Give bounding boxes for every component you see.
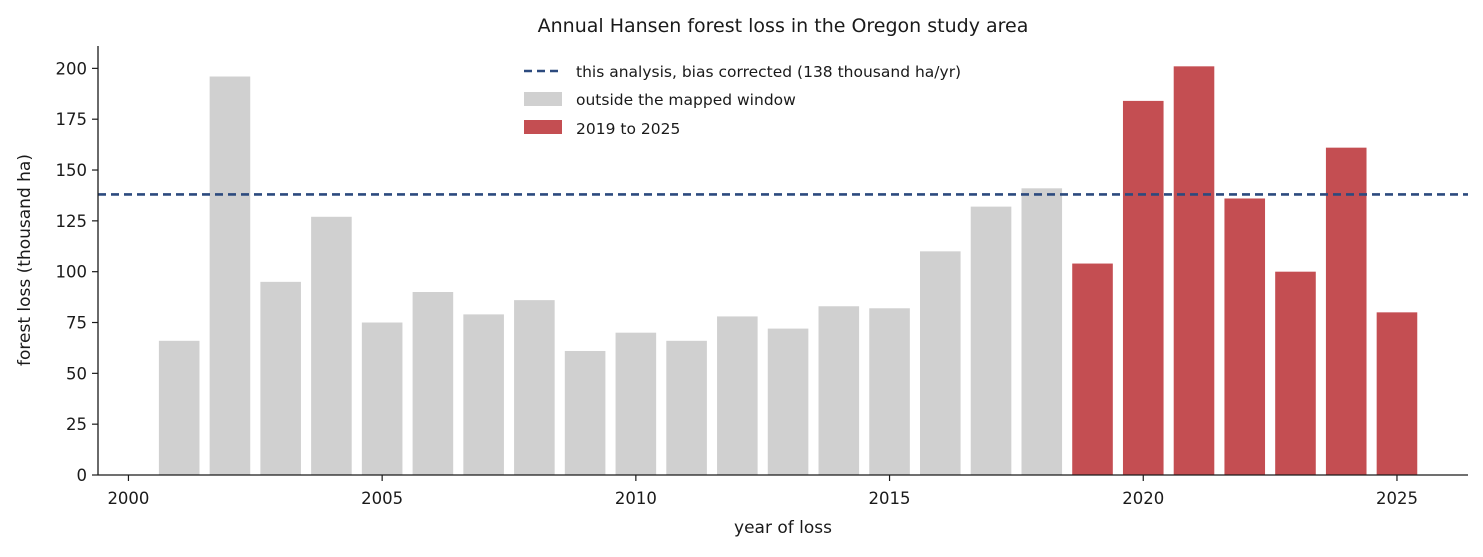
chart-title: Annual Hansen forest loss in the Oregon … <box>538 15 1029 37</box>
bar-2025 <box>1376 312 1418 475</box>
bar-2019 <box>1072 263 1113 475</box>
y-tick-label: 175 <box>56 110 88 129</box>
y-axis-label: forest loss (thousand ha) <box>15 154 35 366</box>
bar-2003 <box>260 281 301 475</box>
bar-2008 <box>514 300 555 475</box>
legend-swatch-outside <box>524 92 562 106</box>
x-tick-label: 2020 <box>1122 489 1164 508</box>
bar-2017 <box>970 206 1012 475</box>
y-tick-label: 0 <box>77 466 88 485</box>
y-tick-label: 75 <box>66 314 87 333</box>
bar-2016 <box>920 251 961 475</box>
bar-2022 <box>1224 198 1266 475</box>
bar-2014 <box>818 306 860 475</box>
bar-2020 <box>1122 100 1164 475</box>
legend: this analysis, bias corrected (138 thous… <box>524 63 961 138</box>
bar-2013 <box>767 328 809 475</box>
bar-2012 <box>717 316 758 475</box>
x-tick-label: 2005 <box>361 489 403 508</box>
y-axis-ticks: 0 25 50 75 100 125 150 175 200 <box>56 59 98 485</box>
legend-label-window: 2019 to 2025 <box>576 120 680 138</box>
bar-2021 <box>1173 66 1215 475</box>
y-tick-label: 25 <box>66 415 87 434</box>
bar-2007 <box>463 314 504 475</box>
y-tick-label: 125 <box>56 212 88 231</box>
bar-2015 <box>869 308 910 475</box>
legend-label-reference: this analysis, bias corrected (138 thous… <box>576 63 961 81</box>
bar-2018 <box>1021 188 1063 476</box>
x-axis-label: year of loss <box>734 518 832 538</box>
bar-2010 <box>615 332 657 475</box>
bar-2004 <box>311 216 352 475</box>
y-tick-label: 50 <box>66 364 87 383</box>
legend-label-outside: outside the mapped window <box>576 91 796 109</box>
x-tick-label: 2010 <box>615 489 657 508</box>
bar-2024 <box>1325 147 1367 476</box>
y-tick-label: 150 <box>56 161 88 180</box>
x-tick-label: 2000 <box>107 489 149 508</box>
x-axis-ticks: 2000 2005 2010 2015 2020 2025 <box>107 475 1418 508</box>
y-tick-label: 200 <box>56 59 88 78</box>
bar-2005 <box>361 322 403 475</box>
x-tick-label: 2015 <box>869 489 911 508</box>
bar-2002 <box>209 76 251 476</box>
bar-2011 <box>666 340 707 475</box>
bar-2023 <box>1275 271 1316 475</box>
legend-swatch-window <box>524 120 562 134</box>
bar-2001 <box>158 340 200 475</box>
bars-layer <box>158 66 1418 476</box>
y-tick-label: 100 <box>56 263 88 282</box>
x-tick-label: 2025 <box>1376 489 1418 508</box>
bar-2009 <box>564 350 606 475</box>
bar-2006 <box>412 292 454 475</box>
